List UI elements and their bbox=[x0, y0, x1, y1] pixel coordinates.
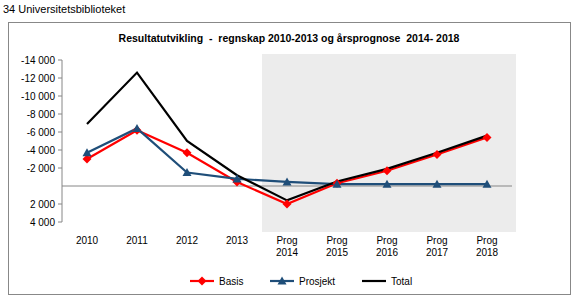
y-tick-label: -6 000 bbox=[27, 127, 56, 138]
legend-line bbox=[362, 280, 386, 282]
y-tick bbox=[58, 96, 62, 97]
y-tick-label: -12 000 bbox=[21, 73, 55, 84]
y-tick-label: 2 000 bbox=[30, 199, 55, 210]
y-tick bbox=[58, 78, 62, 79]
x-tick-label: Prog2018 bbox=[476, 235, 499, 258]
data-point bbox=[383, 180, 392, 188]
x-tick-label: Prog2017 bbox=[426, 235, 449, 258]
y-tick-label: -10 000 bbox=[21, 91, 55, 102]
data-point bbox=[383, 166, 392, 175]
data-point bbox=[436, 152, 437, 153]
data-point bbox=[86, 123, 87, 124]
legend-label: Prosjekt bbox=[299, 276, 335, 287]
y-tick bbox=[58, 114, 62, 115]
series-line bbox=[87, 130, 487, 204]
y-tick bbox=[58, 222, 62, 223]
y-tick bbox=[58, 150, 62, 151]
data-point bbox=[483, 133, 492, 142]
y-tick-label: -4 000 bbox=[27, 145, 56, 156]
y-tick bbox=[58, 204, 62, 205]
data-point bbox=[433, 180, 442, 188]
legend-label: Total bbox=[391, 276, 412, 287]
y-tick bbox=[58, 60, 62, 61]
data-point bbox=[386, 168, 387, 169]
x-tick-label: Prog2014 bbox=[276, 235, 299, 258]
x-tick-label: 2012 bbox=[176, 235, 199, 246]
legend-marker bbox=[278, 277, 287, 285]
data-point bbox=[486, 135, 487, 136]
y-axis bbox=[62, 60, 63, 222]
data-point bbox=[283, 200, 292, 209]
data-point bbox=[333, 180, 342, 188]
x-tick-label: 2011 bbox=[126, 235, 148, 246]
data-point bbox=[183, 148, 192, 157]
chart: 34 Universitetsbiblioteket Resultatutvikl… bbox=[0, 0, 578, 302]
data-point bbox=[83, 148, 92, 156]
y-tick-label: 4 000 bbox=[30, 217, 55, 228]
chart-frame bbox=[9, 23, 571, 295]
x-tick-label: 2013 bbox=[226, 235, 249, 246]
data-point bbox=[286, 200, 287, 201]
y-tick-label: -8 000 bbox=[27, 109, 56, 120]
legend: Basis Prosjekt Total bbox=[190, 276, 412, 287]
data-point bbox=[283, 177, 292, 185]
series-line bbox=[87, 73, 487, 201]
data-point bbox=[183, 168, 192, 176]
data-point bbox=[133, 124, 142, 132]
data-point bbox=[186, 140, 187, 141]
x-axis bbox=[62, 186, 512, 187]
legend-label: Basis bbox=[219, 276, 243, 287]
data-point bbox=[333, 179, 342, 188]
x-tick-label: Prog2015 bbox=[326, 235, 349, 258]
data-point bbox=[483, 180, 492, 188]
x-tick-label: Prog2016 bbox=[376, 235, 399, 258]
legend-marker bbox=[198, 277, 207, 286]
data-point bbox=[136, 72, 137, 73]
y-tick-label: -14 000 bbox=[21, 55, 55, 66]
y-tick bbox=[58, 132, 62, 133]
forecast-shading bbox=[262, 54, 516, 232]
page-title: 34 Universitetsbiblioteket bbox=[3, 3, 125, 15]
data-point bbox=[336, 181, 337, 182]
plot-area bbox=[83, 73, 492, 209]
y-tick bbox=[58, 168, 62, 169]
chart-title: Resultatutvikling - regnskap 2010-2013 o… bbox=[119, 32, 460, 44]
y-tick-label: -2 000 bbox=[27, 163, 56, 174]
data-point bbox=[433, 150, 442, 159]
data-point bbox=[233, 174, 242, 182]
x-tick-label: 2010 bbox=[76, 235, 99, 246]
data-point bbox=[236, 175, 237, 176]
